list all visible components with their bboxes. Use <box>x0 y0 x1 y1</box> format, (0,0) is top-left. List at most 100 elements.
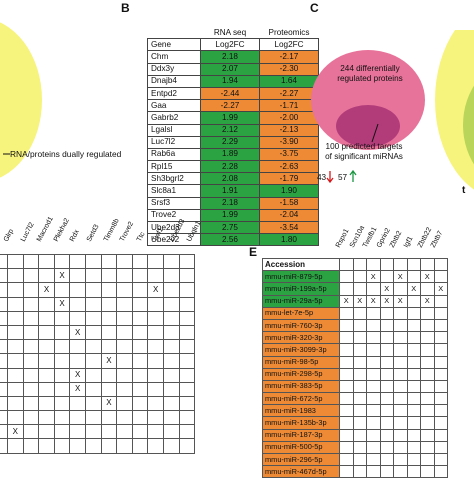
grid-cell <box>366 343 381 357</box>
grid-cell <box>433 452 448 467</box>
up-count: 57 <box>338 173 348 182</box>
grid-cell <box>53 324 71 341</box>
grid-cell <box>116 310 133 326</box>
grid-cell <box>53 310 71 326</box>
grid-cell <box>366 318 381 333</box>
grid-cell <box>131 424 149 440</box>
grid-cell <box>7 296 24 312</box>
grid-cell <box>100 324 118 341</box>
header-rnaseq: RNA seq <box>213 27 247 37</box>
grid-cell <box>433 306 448 320</box>
table-row: mmu-miR-199a-5p X X X <box>262 282 448 296</box>
grid-cell <box>116 268 133 284</box>
table-row: Rab6a 1.89 -3.75 <box>147 147 319 162</box>
grid-cell <box>366 331 381 345</box>
grid-cell <box>178 438 196 454</box>
grid-cell <box>420 367 435 381</box>
grid-cell <box>116 381 133 397</box>
grid-cell <box>0 324 8 341</box>
gene-cell: Lgalsl <box>147 123 201 137</box>
grid-cell <box>433 270 448 284</box>
proteomics-value-cell: -3.54 <box>259 220 319 235</box>
grid-cell <box>433 294 448 308</box>
gene-cell: Ddx3y <box>147 62 201 76</box>
grid-cell <box>162 310 180 326</box>
header-blank <box>148 27 201 39</box>
grid-cell <box>178 395 196 412</box>
grid-cell <box>131 324 149 341</box>
table-row: Gabrb2 1.99 -2.00 <box>147 111 319 125</box>
gene-cell: Gabrb2 <box>147 111 201 125</box>
grid-cell <box>147 296 164 312</box>
grid-cell <box>7 282 24 298</box>
proteomics-value-cell: -2.27 <box>259 86 319 101</box>
grid-cell <box>178 282 196 298</box>
grid-cell <box>406 416 421 430</box>
grid-cell <box>433 318 448 333</box>
x-mark: X <box>69 324 86 341</box>
grid-cell <box>131 253 149 270</box>
grid-cell <box>84 268 102 284</box>
table-row: Gaa -2.27 -1.71 <box>147 99 319 113</box>
grid-cell <box>366 355 381 369</box>
grid-cell <box>100 268 118 284</box>
grid-cell <box>339 416 354 430</box>
grid-cell <box>84 253 102 270</box>
grid-cell <box>352 343 367 357</box>
grid-cell <box>339 331 354 345</box>
panel-a-venn <box>0 22 42 178</box>
grid-cell <box>147 367 164 383</box>
grid-cell <box>352 465 367 478</box>
grid-cell <box>38 339 55 355</box>
table-row: Chm 2.18 -2.17 <box>147 50 319 64</box>
x-mark: X <box>53 268 71 284</box>
grid-cell <box>178 324 196 341</box>
grid-cell <box>0 395 8 412</box>
grid-cell <box>53 381 71 397</box>
x-mark: X <box>147 282 164 298</box>
grid-cell <box>100 310 118 326</box>
grid-cell <box>84 395 102 412</box>
grid-cell <box>147 324 164 341</box>
table-row: Dnajb4 1.94 1.64 <box>147 74 319 88</box>
dual-regulated-legend: RNA/proteins dually regulated <box>10 149 122 159</box>
grid-cell <box>100 253 118 270</box>
grid-cell <box>352 392 367 406</box>
grid-cell <box>339 343 354 357</box>
grid-cell <box>406 379 421 394</box>
grid-cell <box>379 440 394 455</box>
grid-cell <box>393 318 408 333</box>
grid-cell <box>69 282 86 298</box>
gene-cell: Rpl15 <box>147 160 201 174</box>
grid-cell <box>38 424 55 440</box>
truncated-right-letter: t <box>462 185 466 196</box>
grid-cell <box>84 310 102 326</box>
rnaseq-value-cell: 2.56 <box>200 233 260 247</box>
grid-cell <box>379 379 394 394</box>
grid-cell <box>162 296 180 312</box>
x-mark: X <box>100 395 118 412</box>
mirna-accession-cell: mmu-let-7e-5p <box>262 306 340 320</box>
grid-cell <box>116 324 133 341</box>
grid-cell <box>116 253 133 270</box>
mirna-accession-cell: mmu-miR-672-5p <box>262 392 340 406</box>
grid-cell <box>38 310 55 326</box>
grid-cell <box>339 428 354 442</box>
rnaseq-value-cell: 1.91 <box>200 184 260 198</box>
table-row: mmu-miR-467d-5p <box>262 465 448 478</box>
grid-row: X <box>0 296 196 312</box>
grid-cell <box>7 310 24 326</box>
panel-label-b: B <box>121 1 130 15</box>
grid-cell <box>352 428 367 442</box>
grid-cell <box>352 404 367 418</box>
grid-cell <box>393 355 408 369</box>
x-mark: X <box>38 282 55 298</box>
grid-cell <box>84 324 102 341</box>
grid-cell <box>7 410 24 426</box>
x-mark: X <box>379 282 394 296</box>
proteomics-value-cell: -2.04 <box>259 208 319 223</box>
grid-cell <box>420 306 435 320</box>
grid-cell <box>100 381 118 397</box>
grid-cell <box>53 353 71 369</box>
